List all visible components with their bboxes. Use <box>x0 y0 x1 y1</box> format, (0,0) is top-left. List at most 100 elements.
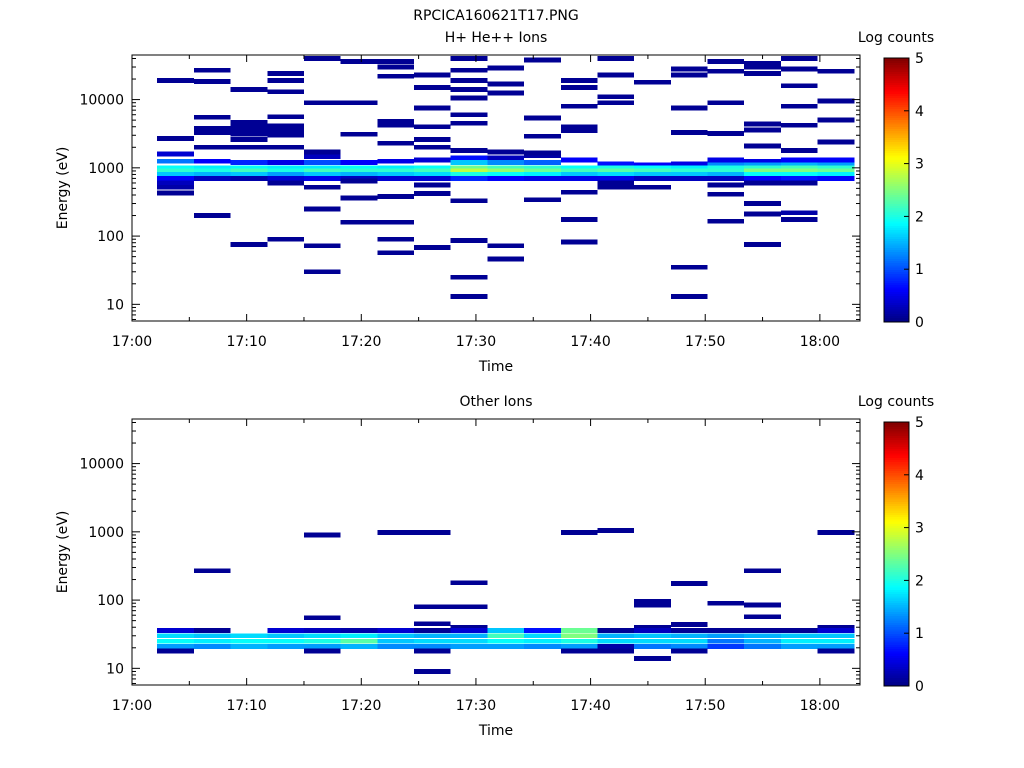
heatmap-cell <box>780 628 818 633</box>
colorbar-step <box>884 501 909 504</box>
heatmap-cell <box>744 176 781 181</box>
colorbar-step <box>884 128 909 132</box>
heatmap-cell <box>377 638 414 644</box>
heatmap-cell <box>450 624 488 630</box>
colorbar-step <box>884 247 909 250</box>
heatmap-cell <box>780 148 818 153</box>
colorbar-step <box>884 150 909 154</box>
heatmap-cell <box>780 176 818 181</box>
heatmap-cell <box>707 191 745 197</box>
colorbar-step <box>884 461 909 465</box>
heatmap-cell <box>304 633 341 639</box>
colorbar-step <box>884 468 909 471</box>
heatmap-cell <box>230 168 268 174</box>
heatmap-cell <box>414 669 451 674</box>
heatmap-cells <box>157 528 855 674</box>
heatmap-cell <box>193 67 231 73</box>
colorbar-step <box>884 113 909 116</box>
heatmap-cell <box>524 172 561 177</box>
heatmap-cell <box>487 256 525 262</box>
heatmap-cell <box>597 176 635 181</box>
colorbar-step <box>884 545 909 548</box>
heatmap-cell <box>780 56 818 61</box>
colorbar-step <box>884 154 909 158</box>
colorbar-step <box>884 102 909 105</box>
heatmap-cell <box>707 68 745 74</box>
heatmap-cell <box>634 184 671 190</box>
heatmap-cell <box>340 644 378 649</box>
heatmap-cell <box>634 168 671 174</box>
heatmap-cell <box>780 644 818 649</box>
heatmap-cell <box>157 151 194 157</box>
heatmap-cell <box>487 243 525 249</box>
colorbar-step <box>884 308 909 312</box>
colorbar-step <box>884 525 909 529</box>
heatmap-cell <box>267 628 304 633</box>
heatmap-cell <box>487 644 525 649</box>
colorbar-step <box>884 567 909 570</box>
heatmap-cell <box>340 638 378 644</box>
colorbar-step <box>884 198 909 202</box>
colorbar-step <box>884 84 909 88</box>
x-tick-label: 17:10 <box>226 334 266 350</box>
colorbar-step <box>884 479 909 482</box>
heatmap-cell <box>193 125 231 131</box>
colorbar-step <box>884 161 909 165</box>
heatmap-cell <box>560 78 598 83</box>
heatmap-cell <box>670 105 708 111</box>
heatmap-cell <box>193 638 231 644</box>
colorbar-step <box>884 659 909 663</box>
heatmap-cell <box>560 103 598 109</box>
heatmap-cell <box>597 644 635 649</box>
heatmap-cell <box>707 157 745 163</box>
colorbar-step <box>884 510 909 513</box>
colorbar-step <box>884 628 909 632</box>
colorbar: 0 1 2 3 4 5 <box>883 51 924 331</box>
heatmap-cell <box>524 160 561 165</box>
colorbar-step <box>884 271 909 275</box>
colorbar-step <box>884 681 909 685</box>
heatmap-cell <box>744 211 781 217</box>
heatmap-cell <box>670 648 708 654</box>
colorbar-step <box>884 267 909 270</box>
heatmap-cell <box>230 123 268 129</box>
colorbar-step <box>884 540 909 544</box>
colorbar-step <box>884 580 909 584</box>
heatmap-cell <box>193 130 231 135</box>
colorbar-tick-label: 5 <box>915 415 924 431</box>
heatmap-cell <box>267 132 304 138</box>
heatmap-cell <box>414 633 451 639</box>
colorbar-step <box>884 514 909 518</box>
heatmap-cell <box>707 168 745 174</box>
colorbar-step <box>884 439 909 443</box>
heatmap-cell <box>267 78 304 83</box>
colorbar-step <box>884 253 909 257</box>
heatmap-cell <box>560 530 598 535</box>
heatmap-cell <box>597 628 635 633</box>
heatmap-cell <box>744 644 781 649</box>
colorbar-step <box>884 635 909 639</box>
heatmap-cell <box>634 599 671 604</box>
heatmap-cell <box>670 638 708 644</box>
heatmap-cell <box>780 162 818 168</box>
heatmap-cell <box>670 294 708 299</box>
colorbar-tick-label: 2 <box>915 573 924 589</box>
heatmap-cell <box>157 628 194 633</box>
plot-area <box>132 55 860 321</box>
colorbar-step <box>884 444 909 447</box>
heatmap-cell <box>597 648 635 654</box>
heatmap-cell <box>487 160 525 165</box>
heatmap-cell <box>157 644 194 649</box>
y-tick-label: 1000 <box>88 525 124 541</box>
heatmap-cell <box>414 176 451 181</box>
heatmap-cell <box>560 165 598 171</box>
colorbar-step <box>884 560 909 564</box>
heatmap-cell <box>377 219 414 225</box>
heatmap-cell <box>377 172 414 177</box>
colorbar-step <box>884 543 909 546</box>
heatmap-cell <box>450 638 488 644</box>
y-tick-label: 1000 <box>88 161 124 177</box>
colorbar-step <box>884 106 909 110</box>
colorbar-step <box>884 139 909 143</box>
colorbar-step <box>884 672 909 676</box>
